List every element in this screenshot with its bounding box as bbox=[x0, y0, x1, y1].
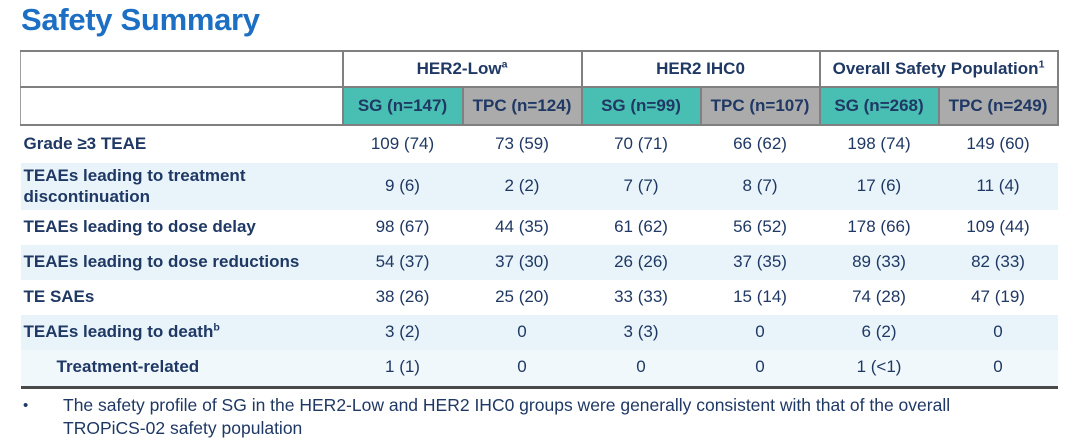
group-header-her2-ihc0: HER2 IHC0 bbox=[580, 50, 821, 88]
data-cell: 37 (30) bbox=[495, 252, 549, 272]
data-cell: 6 (2) bbox=[861, 322, 897, 342]
group-header-row: HER2-Lowa HER2 IHC0 Overall Safety Popul… bbox=[20, 50, 1059, 88]
row-label: TEAEs leading to dose reductions bbox=[23, 252, 300, 272]
data-cell: 8 (7) bbox=[742, 176, 778, 196]
data-cell: 33 (33) bbox=[614, 287, 668, 307]
row-label: Treatment-related bbox=[20, 350, 343, 389]
data-cell: 66 (62) bbox=[700, 124, 820, 163]
data-cell: 15 (14) bbox=[733, 287, 787, 307]
data-cell: 56 (52) bbox=[733, 217, 787, 237]
data-cell: 109 (44) bbox=[966, 217, 1030, 237]
data-cell: 0 bbox=[700, 350, 820, 389]
data-cell: 82 (33) bbox=[971, 252, 1025, 272]
data-cell: 26 (26) bbox=[614, 252, 668, 272]
data-cell: 54 (37) bbox=[375, 252, 430, 272]
data-cell: 7 (7) bbox=[623, 176, 659, 196]
data-cell: 9 (6) bbox=[385, 176, 420, 196]
data-cell: 17 (6) bbox=[856, 176, 902, 196]
data-cell: 0 bbox=[938, 350, 1058, 389]
data-cell: 70 (71) bbox=[581, 124, 701, 163]
group-footnote-sup: 1 bbox=[1038, 57, 1045, 70]
group-label: Overall Safety Population bbox=[832, 58, 1039, 78]
data-cell: 0 bbox=[755, 322, 765, 342]
row-label: TEAEs leading to treatment discontinuati… bbox=[23, 165, 246, 206]
table-row: TEAEs leading to dose delay 98 (67) 44 (… bbox=[20, 210, 1058, 245]
column-header-sg-147: SG (n=147) bbox=[341, 86, 464, 126]
column-header-sg-99: SG (n=99) bbox=[580, 86, 702, 126]
data-cell: 1 (1) bbox=[342, 350, 463, 389]
data-cell: 98 (67) bbox=[375, 217, 430, 237]
data-cell: 3 (2) bbox=[385, 322, 420, 342]
corner-cell bbox=[20, 86, 344, 126]
data-cell: 61 (62) bbox=[614, 217, 668, 237]
data-cell: 74 (28) bbox=[852, 287, 906, 307]
data-cell: 178 (66) bbox=[847, 217, 911, 237]
row-label: TEAEs leading to deathb bbox=[23, 321, 220, 342]
data-cell: 47 (19) bbox=[971, 287, 1025, 307]
data-cell: 0 bbox=[462, 350, 582, 389]
data-cell: 198 (74) bbox=[819, 124, 939, 163]
data-cell: 149 (60) bbox=[938, 124, 1058, 163]
data-cell: 25 (20) bbox=[495, 287, 549, 307]
column-header-row: SG (n=147) TPC (n=124) SG (n=99) TPC (n=… bbox=[20, 86, 1059, 126]
table-row: Treatment-related 1 (1) 0 0 0 1 (<1) 0 bbox=[20, 350, 1058, 389]
table-row: TEAEs leading to deathb 3 (2) 0 3 (3) 0 … bbox=[20, 315, 1058, 350]
column-header-tpc-107: TPC (n=107) bbox=[699, 86, 821, 126]
row-label: Grade ≥3 TEAE bbox=[20, 124, 343, 163]
column-header-tpc-249: TPC (n=249) bbox=[937, 86, 1059, 126]
table-row: TEAEs leading to treatment discontinuati… bbox=[20, 163, 1058, 210]
row-label: TEAEs leading to dose delay bbox=[23, 217, 256, 237]
data-cell: 109 (74) bbox=[342, 124, 463, 163]
bullet-icon: • bbox=[23, 397, 29, 414]
data-cell: 1 (<1) bbox=[819, 350, 939, 389]
data-cell: 0 bbox=[993, 322, 1003, 342]
group-header-her2-low: HER2-Lowa bbox=[341, 50, 583, 88]
data-cell: 3 (3) bbox=[623, 322, 659, 342]
data-cell: 73 (59) bbox=[462, 124, 582, 163]
summary-bullet: • The safety profile of SG in the HER2-L… bbox=[23, 394, 1023, 440]
data-cell: 2 (2) bbox=[504, 176, 540, 196]
data-cell: 37 (35) bbox=[733, 252, 787, 272]
data-cell: 89 (33) bbox=[852, 252, 906, 272]
table-row: Grade ≥3 TEAE 109 (74) 73 (59) 70 (71) 6… bbox=[20, 124, 1058, 163]
data-cell: 38 (26) bbox=[375, 287, 430, 307]
summary-bullet-text: The safety profile of SG in the HER2-Low… bbox=[63, 395, 951, 438]
data-cell: 0 bbox=[581, 350, 701, 389]
group-header-overall: Overall Safety Population1 bbox=[818, 50, 1059, 88]
group-label: HER2-Low bbox=[416, 58, 502, 78]
table-row: TEAEs leading to dose reductions 54 (37)… bbox=[20, 245, 1058, 280]
corner-cell bbox=[20, 50, 344, 88]
page-title: Safety Summary bbox=[21, 2, 260, 37]
data-cell: 11 (4) bbox=[976, 176, 1020, 196]
column-header-tpc-124: TPC (n=124) bbox=[461, 86, 583, 126]
group-label: HER2 IHC0 bbox=[656, 58, 745, 78]
column-header-sg-268: SG (n=268) bbox=[818, 86, 940, 126]
data-cell: 44 (35) bbox=[495, 217, 549, 237]
row-label: TE SAEs bbox=[23, 287, 95, 307]
group-footnote-sup: a bbox=[501, 57, 508, 70]
safety-summary-table: HER2-Lowa HER2 IHC0 Overall Safety Popul… bbox=[20, 50, 1059, 389]
data-cell: 0 bbox=[517, 322, 527, 342]
table-row: TE SAEs 38 (26) 25 (20) 33 (33) 15 (14) … bbox=[20, 280, 1058, 315]
